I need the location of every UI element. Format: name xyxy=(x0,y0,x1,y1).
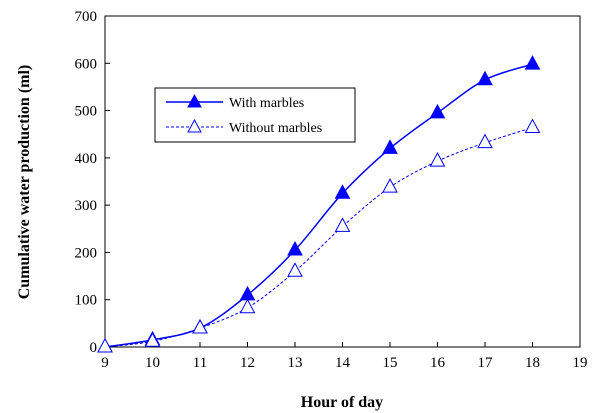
legend-marker-without-marbles xyxy=(187,118,202,133)
x-tick-label: 11 xyxy=(193,355,207,371)
plot-area xyxy=(104,15,581,348)
x-tick-label: 9 xyxy=(101,355,109,371)
data-point-without-marbles xyxy=(97,337,113,353)
x-axis-title: Hour of day xyxy=(301,394,383,411)
legend-label-without-marbles: Without marbles xyxy=(229,121,322,136)
data-point-without-marbles xyxy=(477,133,493,149)
legend-marker-with-marbles xyxy=(187,93,202,108)
data-point-without-marbles xyxy=(382,178,398,193)
legend-label-with-marbles: With marbles xyxy=(229,96,304,111)
x-tick-label: 18 xyxy=(525,355,540,371)
y-tick-label: 400 xyxy=(75,151,98,167)
data-point-with-marbles xyxy=(287,240,303,256)
y-tick-label: 200 xyxy=(75,245,98,261)
y-tick-label: 600 xyxy=(75,56,98,72)
x-tick-label: 16 xyxy=(430,355,446,371)
x-tick-label: 17 xyxy=(478,355,494,371)
data-point-without-marbles xyxy=(144,332,161,347)
legend: With marbles Without marbles xyxy=(154,87,356,143)
y-tick-label: 500 xyxy=(75,104,98,120)
legend-box xyxy=(154,87,356,143)
data-point-with-marbles xyxy=(429,103,446,119)
x-tick-label: 13 xyxy=(288,355,303,371)
data-point-with-marbles xyxy=(334,184,351,199)
series-layer xyxy=(97,55,541,353)
series-line-without-marbles xyxy=(104,127,533,348)
y-axis-title: Cumulative water production (ml) xyxy=(16,65,33,300)
y-tick-label: 0 xyxy=(90,340,98,356)
axis-ticks: 9 10 11 12 13 14 15 16 17 18 19 0 100 200 300 400 500 600… xyxy=(75,9,588,371)
data-point-without-marbles xyxy=(334,217,351,232)
y-tick-label: 300 xyxy=(75,198,98,214)
x-tick-label: 19 xyxy=(573,355,588,371)
x-tick-label: 12 xyxy=(240,355,255,371)
y-tick-label: 100 xyxy=(75,293,98,309)
data-point-without-marbles xyxy=(524,118,541,134)
data-point-without-marbles xyxy=(287,262,303,277)
y-tick-label: 700 xyxy=(75,9,98,25)
data-point-with-marbles xyxy=(477,70,493,86)
data-point-without-marbles xyxy=(239,298,256,314)
x-tick-label: 14 xyxy=(335,355,351,371)
data-point-with-marbles xyxy=(382,139,398,154)
data-point-without-marbles xyxy=(429,152,446,167)
data-point-without-marbles xyxy=(192,318,208,334)
x-tick-label: 15 xyxy=(383,355,398,371)
x-tick-label: 10 xyxy=(145,355,160,371)
data-point-with-marbles xyxy=(524,55,541,70)
